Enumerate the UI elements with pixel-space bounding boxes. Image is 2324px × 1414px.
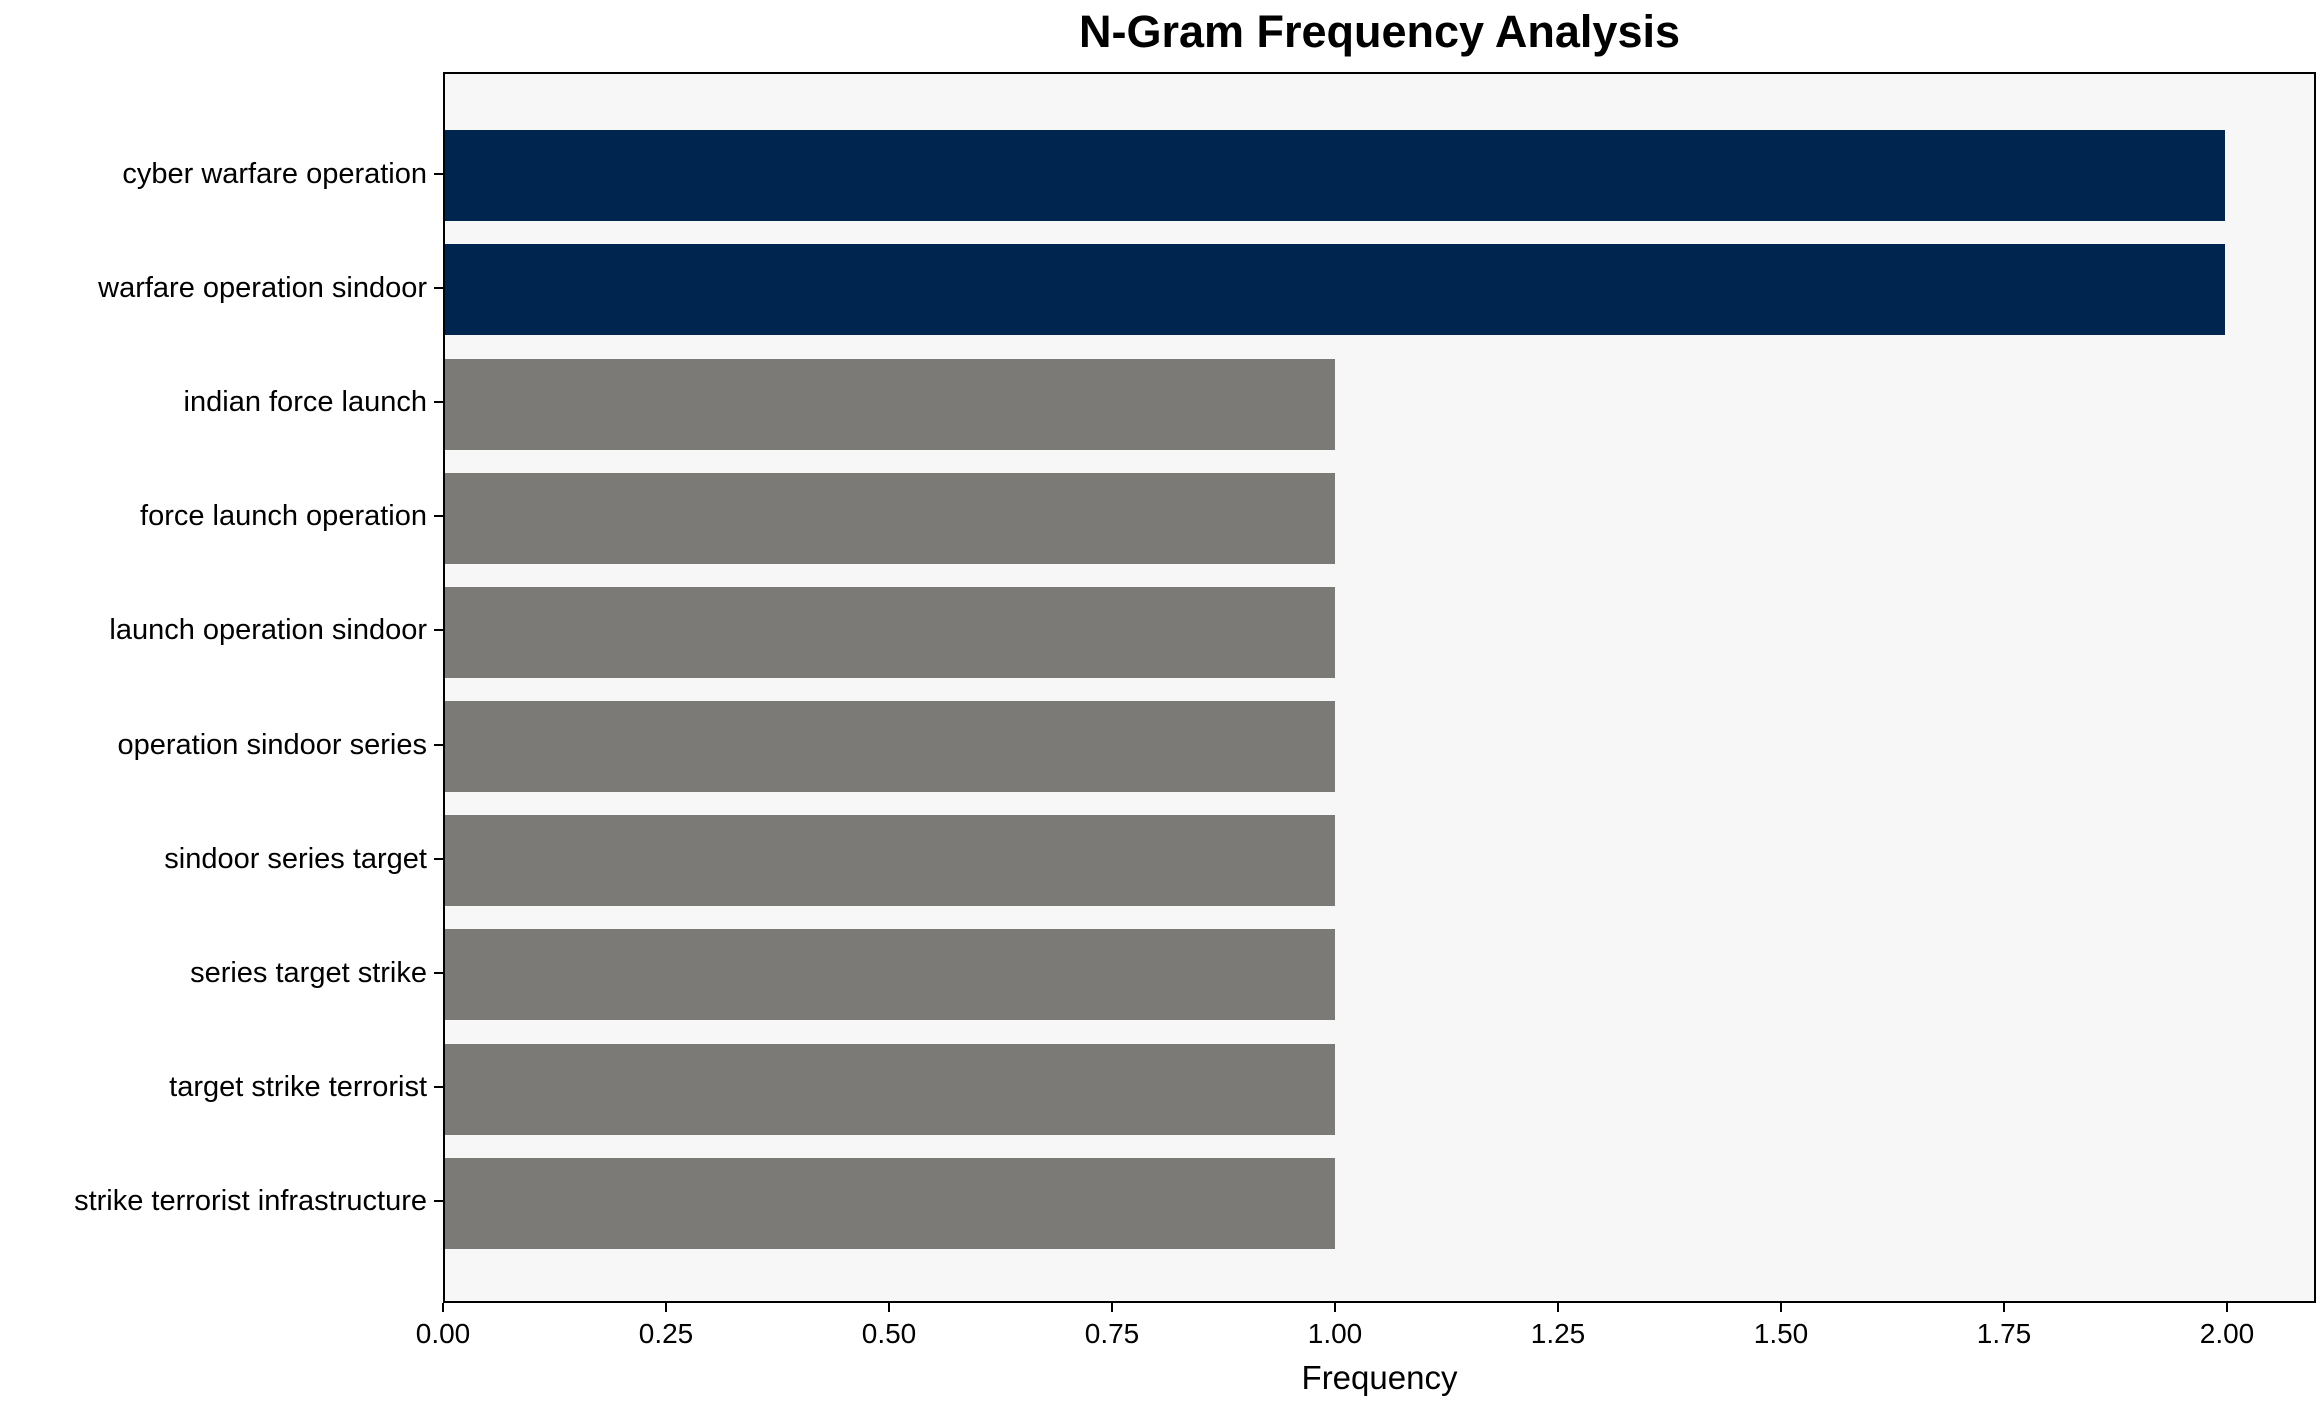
- y-tick-mark: [434, 401, 443, 403]
- y-tick-mark: [434, 173, 443, 175]
- plot-area: [443, 72, 2316, 1303]
- x-tick-label: 1.75: [1976, 1318, 2032, 1349]
- x-tick-mark: [2226, 1303, 2228, 1312]
- bar-operation-sindoor-series: [445, 701, 1335, 792]
- y-tick-label: target strike terrorist: [169, 1071, 427, 1103]
- x-tick-label: 0.00: [415, 1318, 471, 1349]
- y-tick-label: launch operation sindoor: [109, 614, 427, 646]
- bar-series-target-strike: [445, 929, 1335, 1020]
- bar-launch-operation-sindoor: [445, 587, 1335, 678]
- x-axis-title: Frequency: [1301, 1359, 1458, 1396]
- y-tick-mark: [434, 515, 443, 517]
- y-tick-label: sindoor series target: [164, 843, 427, 875]
- bar-indian-force-launch: [445, 359, 1335, 450]
- y-tick-label: strike terrorist infrastructure: [74, 1185, 427, 1217]
- bar-target-strike-terrorist: [445, 1044, 1335, 1135]
- x-tick-mark: [1111, 1303, 1113, 1312]
- x-tick-label: 0.25: [638, 1318, 694, 1349]
- x-tick-mark: [665, 1303, 667, 1312]
- x-tick-mark: [1780, 1303, 1782, 1312]
- bar-force-launch-operation: [445, 473, 1335, 564]
- y-tick-mark: [434, 287, 443, 289]
- x-tick-label: 0.75: [1084, 1318, 1140, 1349]
- y-tick-mark: [434, 629, 443, 631]
- x-tick-mark: [1334, 1303, 1336, 1312]
- x-tick-label: 0.50: [861, 1318, 917, 1349]
- x-tick-mark: [442, 1303, 444, 1312]
- x-tick-label: 2.00: [2199, 1318, 2255, 1349]
- x-tick-label: 1.50: [1753, 1318, 1809, 1349]
- bar-cyber-warfare-operation: [445, 130, 2225, 221]
- y-tick-label: cyber warfare operation: [122, 158, 427, 190]
- bar-strike-terrorist-infrastructure: [445, 1158, 1335, 1249]
- chart-title: N-Gram Frequency Analysis: [1078, 6, 1681, 57]
- y-tick-mark: [434, 1200, 443, 1202]
- y-tick-mark: [434, 858, 443, 860]
- x-tick-mark: [2003, 1303, 2005, 1312]
- y-tick-mark: [434, 972, 443, 974]
- y-tick-label: series target strike: [190, 957, 427, 989]
- x-tick-label: 1.00: [1307, 1318, 1363, 1349]
- y-tick-label: indian force launch: [183, 386, 427, 418]
- x-tick-mark: [888, 1303, 890, 1312]
- y-tick-mark: [434, 1086, 443, 1088]
- x-tick-label: 1.25: [1530, 1318, 1586, 1349]
- bar-sindoor-series-target: [445, 815, 1335, 906]
- y-tick-label: warfare operation sindoor: [98, 272, 427, 304]
- y-tick-mark: [434, 744, 443, 746]
- y-tick-label: operation sindoor series: [117, 729, 427, 761]
- bar-warfare-operation-sindoor: [445, 244, 2225, 335]
- y-tick-label: force launch operation: [140, 500, 427, 532]
- x-tick-mark: [1557, 1303, 1559, 1312]
